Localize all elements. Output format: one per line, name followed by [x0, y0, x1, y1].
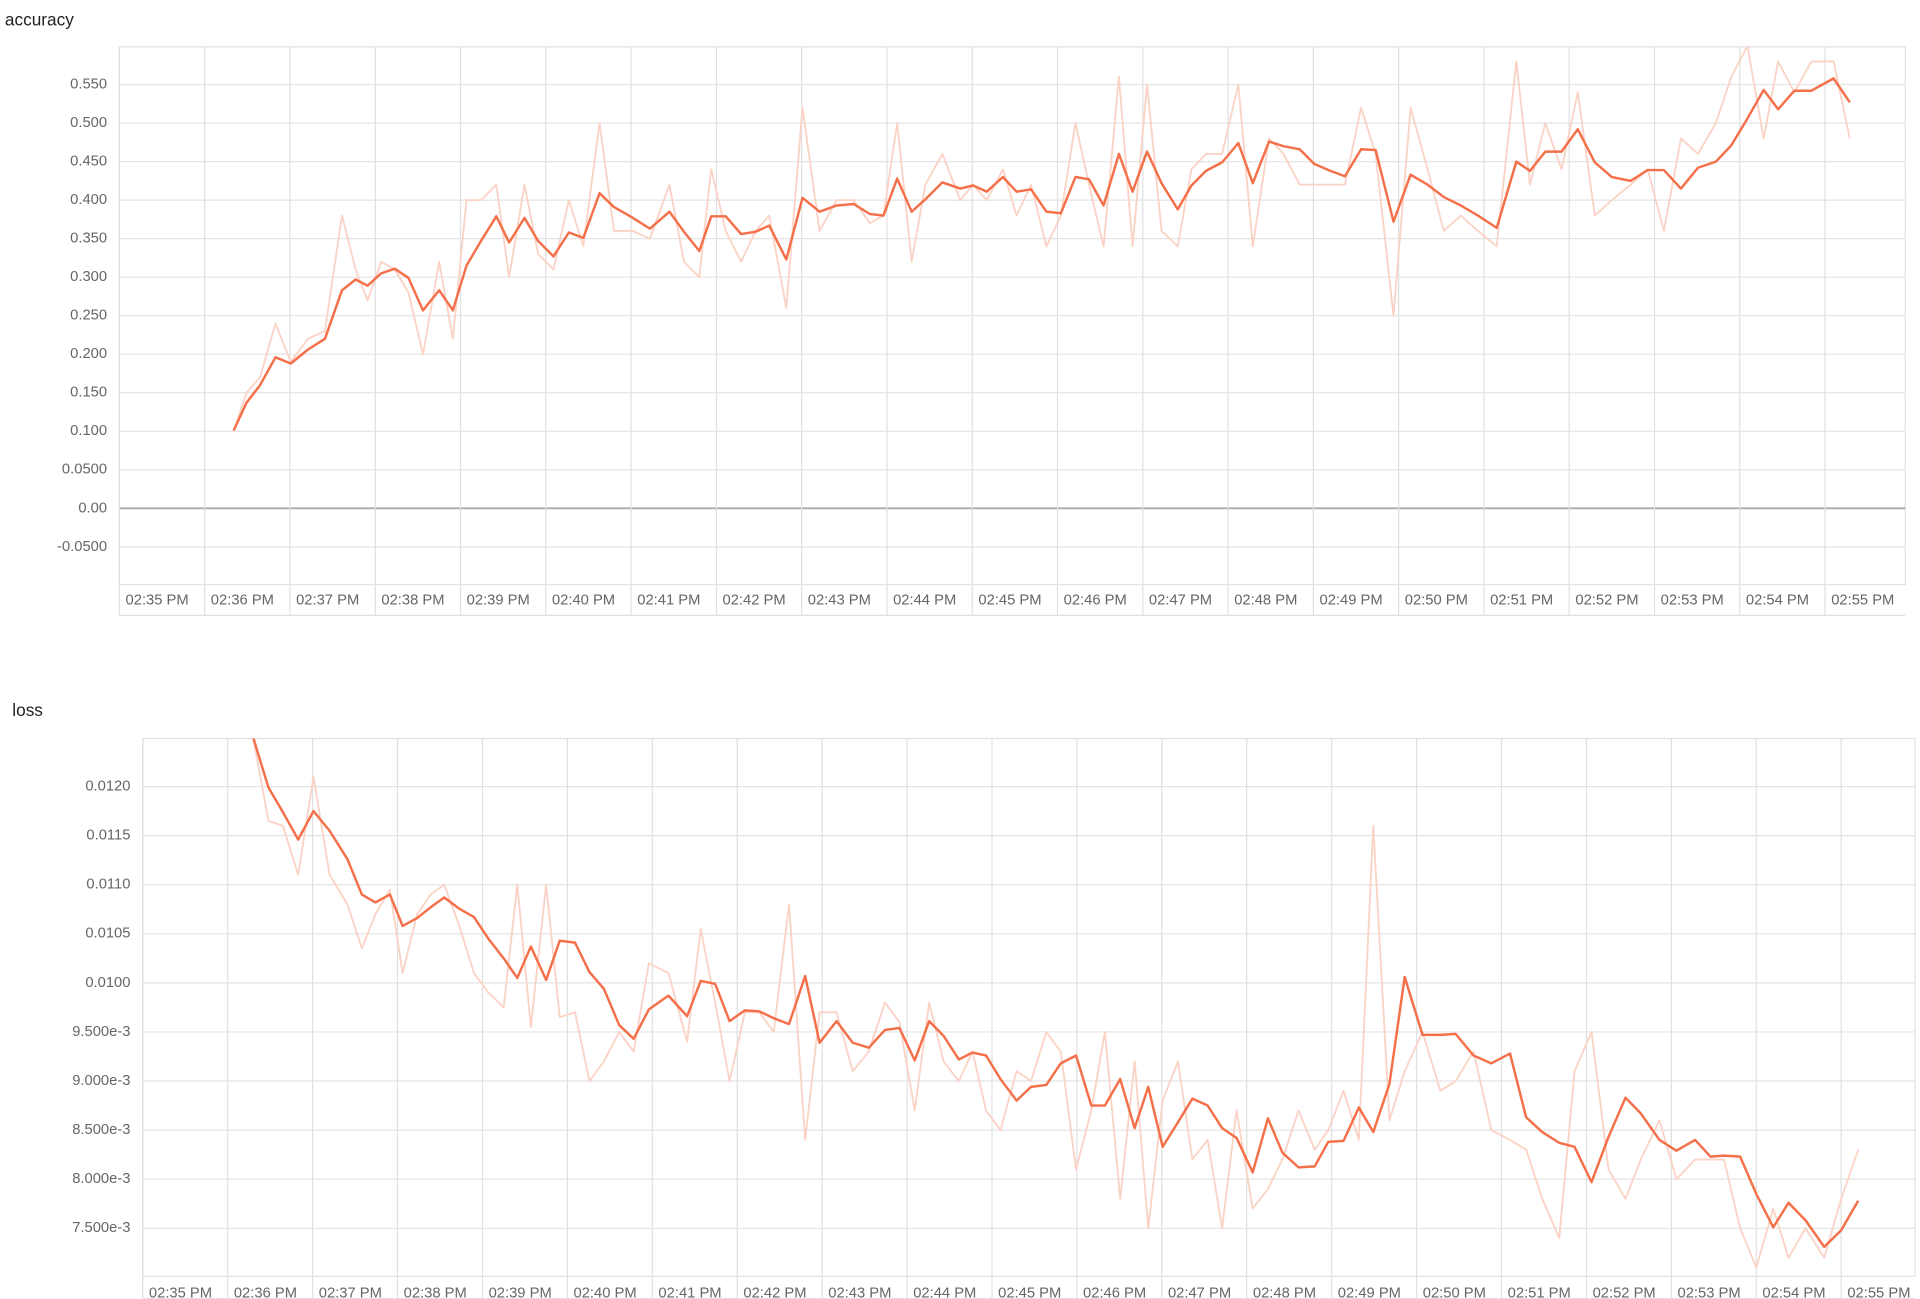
smoothed-line	[232, 77, 1851, 432]
x-tick-label: 02:44 PM	[893, 593, 956, 609]
x-tick-label: 02:42 PM	[723, 593, 786, 609]
y-tick-label: 0.0500	[62, 462, 107, 478]
y-tick-label: 0.500	[70, 115, 107, 131]
y-tick-label: 0.00	[78, 500, 107, 516]
x-tick-label: 02:46 PM	[1064, 593, 1127, 609]
y-tick-label: 0.300	[70, 269, 107, 285]
y-tick-label: 9.500e-3	[72, 1024, 130, 1040]
chart-title: accuracy	[5, 9, 74, 29]
raw-line	[232, 46, 1851, 432]
x-tick-label: 02:52 PM	[1593, 1285, 1656, 1299]
x-tick-label: 02:49 PM	[1338, 1285, 1401, 1299]
y-tick-label: 0.250	[70, 308, 107, 324]
y-tick-label: 0.550	[70, 76, 107, 92]
x-tick-label: 02:48 PM	[1234, 593, 1297, 609]
x-tick-label: 02:50 PM	[1405, 593, 1468, 609]
y-tick-label: 8.500e-3	[72, 1122, 130, 1138]
x-tick-label: 02:44 PM	[913, 1285, 976, 1299]
x-tick-label: 02:45 PM	[998, 1285, 1061, 1299]
x-tick-label: 02:39 PM	[489, 1285, 552, 1299]
y-tick-label: 0.400	[70, 192, 107, 208]
x-tick-label: 02:55 PM	[1847, 1285, 1910, 1299]
chart-panel: accuracy 0.550 0.500 0.450 0.400 0.350 0.300 0…	[5, 9, 1906, 617]
x-tick-label: 02:38 PM	[404, 1285, 467, 1299]
y-tick-label: 9.000e-3	[72, 1073, 130, 1089]
y-tick-label: 0.0100	[85, 975, 130, 991]
smoothed-line	[252, 738, 1860, 1249]
y-tick-label: 0.150	[70, 385, 107, 401]
y-tick-label: 0.0105	[85, 926, 130, 942]
y-tick-label: 0.100	[70, 423, 107, 439]
chart-title: loss	[12, 700, 43, 720]
x-tick-label: 02:52 PM	[1575, 593, 1638, 609]
x-tick-label: 02:36 PM	[234, 1285, 297, 1299]
x-tick-label: 02:51 PM	[1508, 1285, 1571, 1299]
y-tick-label: 0.450	[70, 154, 107, 170]
x-tick-label: 02:39 PM	[467, 593, 530, 609]
x-tick-label: 02:53 PM	[1661, 593, 1724, 609]
x-tick-label: 02:55 PM	[1831, 593, 1894, 609]
chart-panel: loss 0.0120 0.0115 0.0110 0.0105 0.0100 9.500…	[12, 700, 1916, 1299]
x-tick-label: 02:42 PM	[743, 1285, 806, 1299]
x-tick-label: 02:49 PM	[1320, 593, 1383, 609]
x-tick-label: 02:47 PM	[1168, 1285, 1231, 1299]
x-tick-label: 02:37 PM	[296, 593, 359, 609]
x-tick-label: 02:35 PM	[126, 593, 189, 609]
y-tick-label: 0.0120	[85, 778, 130, 794]
x-tick-label: 02:48 PM	[1253, 1285, 1316, 1299]
x-tick-label: 02:50 PM	[1423, 1285, 1486, 1299]
x-tick-label: 02:47 PM	[1149, 593, 1212, 609]
x-tick-label: 02:54 PM	[1746, 593, 1809, 609]
x-tick-label: 02:43 PM	[828, 1285, 891, 1299]
x-tick-label: 02:40 PM	[552, 593, 615, 609]
y-tick-label: -0.0500	[57, 539, 107, 555]
x-tick-label: 02:43 PM	[808, 593, 871, 609]
y-tick-label: 0.200	[70, 346, 107, 362]
x-tick-label: 02:40 PM	[574, 1285, 637, 1299]
plot-area	[142, 737, 1916, 1277]
x-tick-label: 02:37 PM	[319, 1285, 382, 1299]
x-tick-label: 02:41 PM	[658, 1285, 721, 1299]
x-tick-label: 02:36 PM	[211, 593, 274, 609]
x-tick-label: 02:38 PM	[381, 593, 444, 609]
x-tick-label: 02:53 PM	[1678, 1285, 1741, 1299]
y-tick-label: 7.500e-3	[72, 1220, 130, 1236]
x-tick-label: 02:35 PM	[149, 1285, 212, 1299]
x-tick-label: 02:51 PM	[1490, 593, 1553, 609]
y-tick-label: 0.0110	[86, 877, 130, 893]
x-tick-label: 02:54 PM	[1762, 1285, 1825, 1299]
y-tick-label: 8.000e-3	[72, 1171, 130, 1187]
x-tick-label: 02:45 PM	[978, 593, 1041, 609]
x-tick-label: 02:46 PM	[1083, 1285, 1146, 1299]
x-tick-label: 02:41 PM	[637, 593, 700, 609]
y-tick-label: 0.350	[70, 231, 107, 247]
y-tick-label: 0.0115	[86, 828, 130, 844]
